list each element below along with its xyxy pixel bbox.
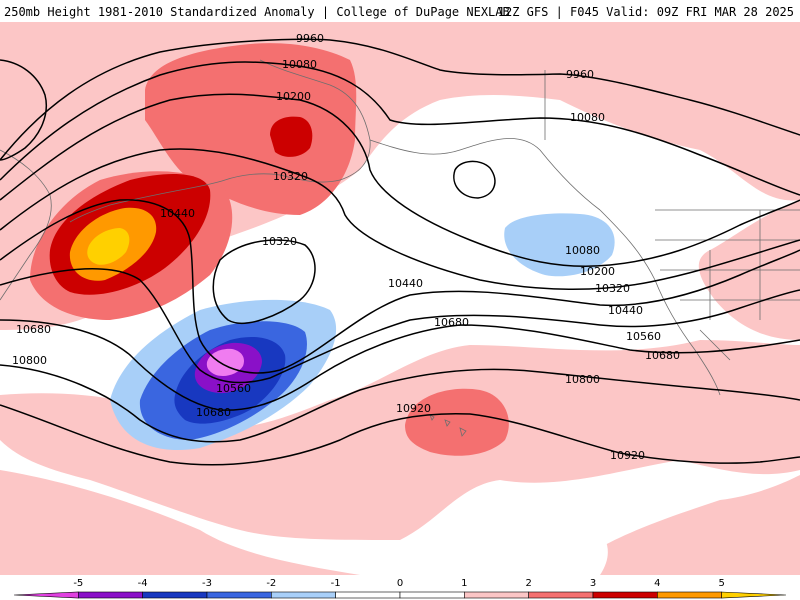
contour-10800 — [0, 364, 800, 443]
contour-label-9960-b: 9960 — [566, 68, 594, 81]
colorbar-labels: -5 -4 -3 -2 -1 0 1 2 3 4 5 — [73, 578, 725, 589]
colorbar-swatch — [721, 591, 787, 599]
map-canvas: 9960 9960 10080 10080 10080 10200 10200 … — [0, 22, 800, 575]
colorbar-tick-label: -4 — [138, 578, 148, 589]
colorbar-tick-label: 4 — [654, 578, 660, 589]
colorbar-swatch — [464, 591, 529, 599]
contour-label-10320-a: 10320 — [273, 170, 308, 183]
colorbar-swatch — [335, 591, 401, 599]
contour-label-10680-c: 10680 — [434, 316, 469, 329]
colorbar-tick-label: -3 — [202, 578, 212, 589]
contour-label-10680-a: 10680 — [16, 323, 51, 336]
contour-label-10440-c: 10440 — [608, 304, 643, 317]
contour-label-10920-b: 10920 — [610, 449, 645, 462]
anomaly-neutral-gap — [440, 500, 608, 575]
alaska-coastline — [224, 59, 371, 183]
colorbar-tick-label: -5 — [73, 578, 83, 589]
contour-label-10560-b: 10560 — [626, 330, 661, 343]
contour-label-10440-b: 10440 — [388, 277, 423, 290]
contour-label-10200-a: 10200 — [276, 90, 311, 103]
aleutian-chain — [69, 179, 226, 223]
colorbar-tick-label: 2 — [525, 578, 531, 589]
contour-label-10080-a: 10080 — [282, 58, 317, 71]
run-info: 12Z GFS | F045 Valid: 09Z FRI MAR 28 202… — [497, 5, 794, 19]
anomaly-positive-2-north — [145, 43, 357, 215]
contour-label-10440-a: 10440 — [160, 207, 195, 220]
contour-bering-loop — [0, 59, 47, 161]
kamchatka-coastline — [0, 149, 52, 301]
contour-10320-closed — [212, 239, 316, 324]
us-west-coast — [599, 209, 721, 396]
contour-labels: 9960 9960 10080 10080 10080 10200 10200 … — [12, 32, 680, 462]
contour-label-9960-a: 9960 — [296, 32, 324, 45]
colorbar-swatch — [78, 591, 143, 599]
colorbar-swatch — [206, 591, 272, 599]
contour-label-10800-a: 10800 — [12, 354, 47, 367]
contour-label-10560-a: 10560 — [216, 382, 251, 395]
contour-label-10680-b: 10680 — [196, 406, 231, 419]
colorbar-swatch — [592, 591, 658, 599]
anomaly-positive-1-southeast — [560, 475, 800, 575]
anomaly-positive-3-north — [270, 116, 313, 157]
anomaly-positive-1-southwest — [0, 470, 360, 575]
contour-10200 — [0, 93, 800, 268]
colorbar-swatch — [13, 591, 79, 599]
contour-10920 — [0, 404, 800, 466]
contour-label-10320-c: 10320 — [595, 282, 630, 295]
contour-9960 — [0, 38, 800, 161]
colorbar-swatch — [399, 591, 465, 599]
colorbar-tick-label: 5 — [718, 578, 724, 589]
contour-label-10080-b: 10080 — [570, 111, 605, 124]
colorbar: -5 -4 -3 -2 -1 0 1 2 3 4 5 — [0, 575, 800, 600]
contour-10320 — [0, 148, 800, 290]
anomaly-fills — [0, 22, 800, 575]
anomaly-positive-2-hawaii — [405, 388, 509, 456]
alaska-panhandle — [369, 138, 601, 211]
map-panel: 9960 9960 10080 10080 10080 10200 10200 … — [0, 22, 800, 575]
anomaly-positive-5-west — [87, 228, 130, 265]
colorbar-swatch — [657, 591, 722, 599]
contour-label-10320-b: 10320 — [262, 235, 297, 248]
contour-label-10080-c: 10080 — [565, 244, 600, 257]
contour-10560 — [0, 268, 800, 384]
colorbar-tick-label: 0 — [397, 578, 403, 589]
colorbar-swatch — [528, 591, 594, 599]
map-title: 250mb Height 1981-2010 Standardized Anom… — [4, 5, 510, 19]
colorbar-svg: -5 -4 -3 -2 -1 0 1 2 3 4 5 — [13, 578, 787, 599]
colorbar-tick-label: 3 — [590, 578, 596, 589]
height-contours — [0, 38, 800, 466]
contour-10440 — [0, 199, 800, 374]
colorbar-tick-label: -2 — [266, 578, 276, 589]
contour-label-10680-d: 10680 — [645, 349, 680, 362]
hawaii-islands — [429, 414, 467, 437]
anomaly-positive-1-south — [0, 340, 800, 540]
header: 250mb Height 1981-2010 Standardized Anom… — [0, 0, 800, 22]
colorbar-tick-label: 1 — [461, 578, 467, 589]
state-lines — [655, 210, 800, 361]
contour-10680 — [0, 319, 800, 411]
contour-label-10800-b: 10800 — [565, 373, 600, 386]
colorbar-swatch — [142, 591, 208, 599]
contour-9960-closed — [453, 160, 496, 199]
colorbar-swatches — [13, 591, 787, 599]
contour-label-10200-b: 10200 — [580, 265, 615, 278]
colorbar-tick-label: -1 — [331, 578, 341, 589]
contour-label-10920-a: 10920 — [396, 402, 431, 415]
contour-10080 — [0, 61, 800, 196]
colorbar-swatch — [271, 591, 336, 599]
